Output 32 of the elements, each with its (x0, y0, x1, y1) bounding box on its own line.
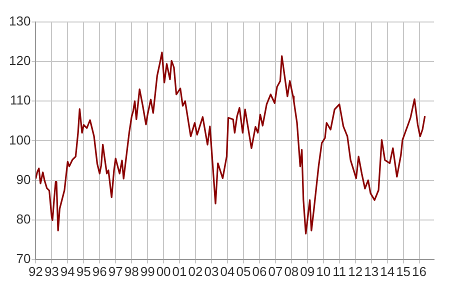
x-tick-label: 05 (236, 264, 251, 279)
y-tick-label: 120 (8, 53, 31, 68)
x-tick-label: 92 (28, 264, 43, 279)
x-tick-label: 99 (140, 264, 155, 279)
x-tick-label: 07 (268, 264, 283, 279)
x-tick-label: 01 (172, 264, 187, 279)
x-tick-label: 02 (188, 264, 203, 279)
x-tick-label: 16 (412, 264, 427, 279)
y-tick-label: 70 (16, 250, 31, 266)
x-tick-label: 97 (108, 264, 123, 279)
x-tick-label: 94 (60, 264, 75, 279)
x-tick-label: 93 (44, 264, 59, 279)
x-tick-label: 11 (332, 264, 346, 279)
x-tick-label: 98 (124, 264, 139, 279)
x-tick-label: 13 (364, 264, 379, 279)
x-tick-label: 95 (76, 264, 91, 279)
y-tick-label: 100 (8, 132, 31, 148)
x-tick-label: 12 (348, 264, 363, 279)
y-tick-label: 90 (16, 172, 31, 187)
x-tick-label: 10 (316, 264, 331, 279)
x-tick-label: 14 (380, 264, 395, 279)
y-tick-label: 80 (16, 211, 31, 226)
x-tick-label: 00 (156, 264, 171, 279)
x-tick-label: 08 (284, 264, 299, 279)
x-tick-label: 03 (204, 264, 219, 279)
x-tick-label: 06 (252, 264, 267, 279)
x-tick-label: 15 (396, 264, 411, 279)
x-tick-label: 09 (300, 264, 315, 279)
y-tick-label: 130 (8, 14, 31, 29)
y-tick-label: 110 (10, 92, 31, 108)
x-tick-label: 04 (220, 264, 235, 279)
x-tick-label: 96 (92, 264, 107, 279)
